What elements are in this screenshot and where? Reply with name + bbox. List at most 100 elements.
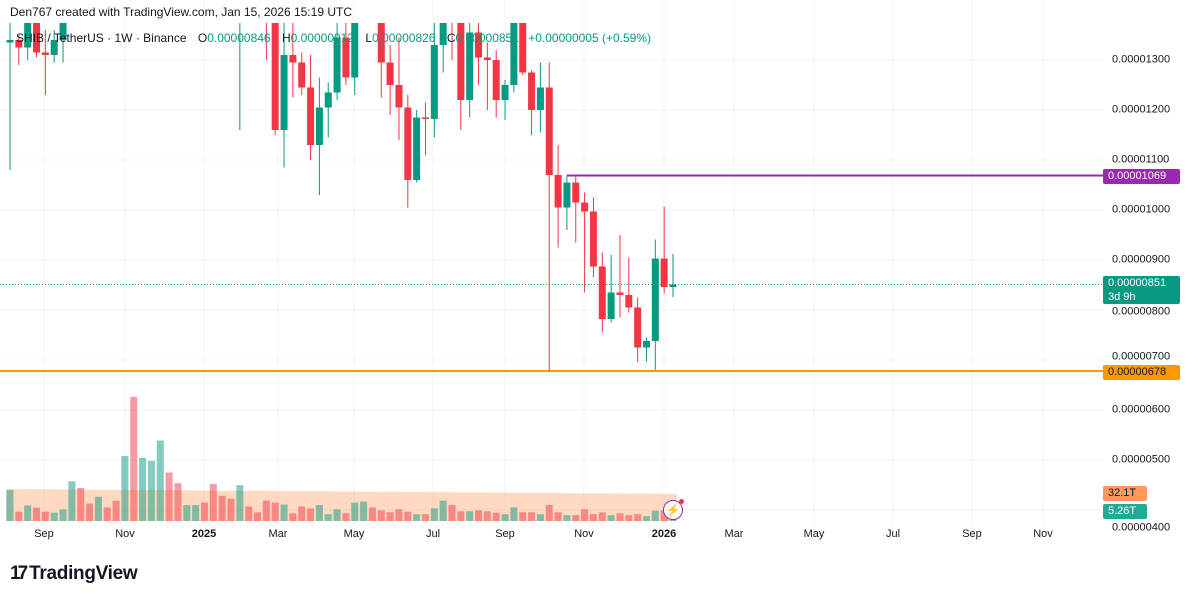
volume-bar — [368, 507, 376, 521]
candle-body — [660, 258, 668, 287]
volume-bar — [475, 510, 483, 521]
candle — [536, 62, 544, 133]
resistance-price-tag: 0.00001069 — [1103, 169, 1180, 184]
candle-body — [298, 62, 306, 88]
candle — [607, 255, 615, 323]
candle-body — [616, 292, 624, 295]
volume-bar — [15, 511, 23, 521]
volume-bar — [510, 507, 518, 521]
volume-bar — [59, 509, 67, 521]
volume-bar — [68, 481, 76, 521]
volume-tag: 5.26T — [1103, 504, 1147, 519]
volume-bar — [554, 512, 562, 521]
candle — [280, 23, 288, 168]
candle — [351, 23, 359, 95]
volume-bar — [271, 502, 279, 521]
volume-bar — [130, 396, 138, 521]
volume-bar — [589, 514, 597, 521]
symbol-title[interactable]: SHIB / TetherUS · 1W · Binance — [16, 31, 187, 45]
grid — [0, 0, 1103, 523]
candle — [598, 252, 606, 333]
candle-series — [6, 0, 677, 371]
candle-body — [528, 72, 536, 110]
candle-body — [501, 85, 509, 100]
candle — [360, 0, 367, 10]
candle-body — [510, 23, 518, 85]
candle — [625, 257, 633, 313]
time-axis-label: Sep — [34, 528, 54, 540]
volume-bar — [448, 504, 456, 521]
candle-body — [634, 307, 642, 348]
candle — [642, 337, 650, 362]
candle — [589, 197, 597, 278]
time-axis-label: Nov — [115, 528, 135, 540]
candle — [528, 70, 536, 135]
volume-bar — [50, 512, 58, 521]
candle — [501, 80, 509, 120]
candle-body — [24, 23, 32, 48]
volume-bar — [439, 500, 447, 521]
open-value: 0.00000846 — [207, 31, 271, 45]
price-axis-label: 0.00001200 — [1112, 103, 1171, 116]
candle-body — [430, 45, 438, 119]
candle-body — [483, 57, 491, 60]
bar-countdown: 3d 9h — [1108, 291, 1136, 303]
volume-bar — [607, 515, 615, 521]
volume-bar — [598, 512, 606, 521]
candle — [315, 77, 323, 195]
candle-body — [475, 32, 483, 58]
volume-bar — [103, 507, 111, 521]
volume-bar — [86, 503, 94, 521]
candle-body — [466, 32, 474, 100]
volume-bar — [77, 488, 85, 521]
candle-body — [315, 107, 323, 145]
price-axis-label: 0.00000400 — [1112, 521, 1171, 534]
candle-body — [572, 182, 580, 203]
candle — [457, 23, 465, 130]
candle — [483, 42, 491, 110]
volume-series — [6, 396, 677, 521]
candle-body — [6, 40, 14, 43]
volume-bar — [41, 511, 49, 521]
volume-bar — [245, 506, 253, 521]
volume-bar — [528, 512, 536, 521]
candle-body — [625, 295, 633, 308]
candle — [519, 23, 527, 75]
volume-bar — [33, 507, 41, 521]
candle-body — [333, 37, 341, 93]
volume-bar — [360, 501, 368, 521]
candle — [386, 45, 394, 115]
volume-bar — [156, 440, 164, 521]
candle-body — [457, 23, 465, 100]
volume-bar — [333, 509, 341, 521]
candle — [634, 297, 642, 362]
volume-bar — [625, 515, 633, 521]
candle-body — [651, 258, 659, 341]
volume-bar — [192, 504, 200, 521]
tradingview-logo-icon: 17 — [10, 563, 28, 584]
volume-bar — [572, 515, 580, 521]
time-axis-label: Nov — [574, 528, 594, 540]
candle — [239, 23, 241, 130]
volume-bar — [315, 504, 323, 521]
close-value: 0.00000851 — [455, 31, 519, 45]
candle — [660, 206, 668, 294]
volume-bar — [200, 502, 208, 521]
candle — [510, 23, 518, 93]
volume-bar — [262, 500, 270, 521]
candle — [324, 82, 332, 138]
notification-dot — [679, 499, 684, 504]
candle-body — [554, 175, 562, 208]
candle — [492, 50, 500, 118]
candle — [271, 23, 279, 135]
volume-bar — [377, 510, 385, 521]
candle — [651, 239, 659, 370]
volume-bar — [94, 496, 102, 521]
volume-bar — [413, 514, 421, 521]
time-axis-label: Jul — [425, 528, 441, 540]
tradingview-logo[interactable]: 17 TradingView — [10, 563, 138, 585]
volume-bar — [174, 483, 182, 521]
lightning-icon[interactable]: ⚡ — [663, 499, 684, 520]
volume-bar — [121, 456, 129, 521]
